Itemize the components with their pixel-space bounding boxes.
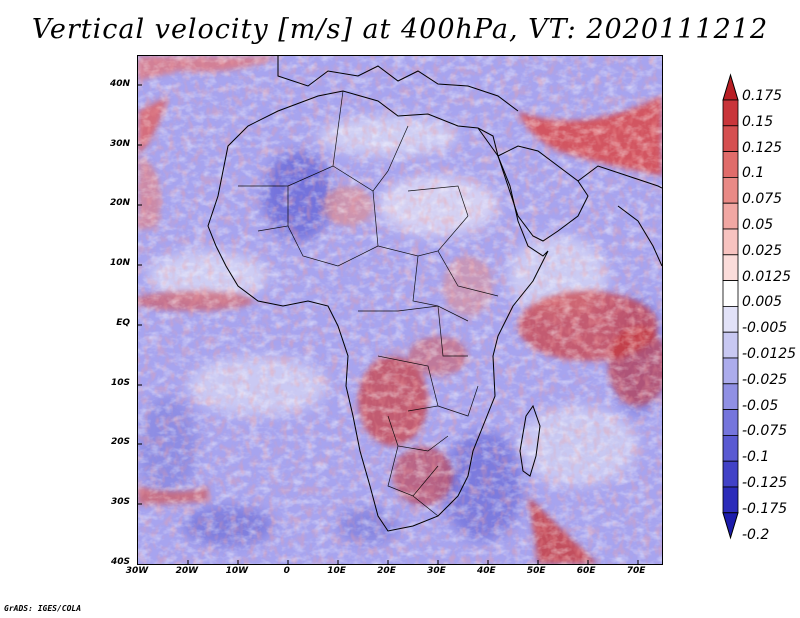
longitude-label: 30E <box>427 566 446 576</box>
colorbar-swatch <box>722 486 739 514</box>
axis-ticks <box>138 84 639 564</box>
country-borders <box>238 90 499 517</box>
longitude-label: 30W <box>125 566 149 576</box>
colorbar-swatch <box>722 383 739 410</box>
footer-credit: GrADS: IGES/COLA <box>4 604 82 613</box>
colorbar-level-label: 0.075 <box>742 191 783 208</box>
colorbar-swatch <box>722 151 739 178</box>
colorbar-level-label: 0.1 <box>742 165 765 182</box>
colorbar-swatch <box>722 280 739 307</box>
colorbar-min-arrow <box>722 512 739 540</box>
field-noise-texture-red <box>138 56 662 564</box>
colorbar-level-label: -0.2 <box>742 526 770 543</box>
colorbar-level-label: 0.15 <box>742 113 774 130</box>
longitude-label: 40E <box>476 566 496 576</box>
latitude-label: EQ <box>116 317 130 328</box>
longitude-label: 70E <box>626 566 646 576</box>
colorbar-max-arrow <box>722 73 739 101</box>
latitude-label: 20S <box>110 437 130 448</box>
longitude-label: 10E <box>327 566 346 576</box>
colorbar-swatch <box>722 409 739 436</box>
map-title: Vertical velocity [m/s] at 400hPa, VT: 2… <box>31 14 769 45</box>
colorbar-level-label: 0.0125 <box>742 268 791 285</box>
map-plot-area <box>137 55 663 565</box>
latitude-label: 30N <box>109 138 130 149</box>
colorbar-level-label: 0.175 <box>742 88 783 104</box>
latitude-label: 40S <box>110 557 130 567</box>
colorbar-swatch <box>722 434 739 462</box>
latitude-label: 30S <box>110 497 130 508</box>
colorbar-swatch <box>722 357 739 385</box>
colorbar-swatch <box>722 331 739 359</box>
colorbar-swatch <box>722 305 739 333</box>
colorbar-swatch <box>722 125 739 153</box>
latitude-label: 40N <box>109 78 130 89</box>
velocity-field-map <box>138 56 662 564</box>
colorbar-level-label: -0.0125 <box>742 346 797 362</box>
longitude-label: 60E <box>576 566 596 576</box>
longitude-label: 20W <box>175 566 199 576</box>
longitude-label: 20E <box>377 566 396 576</box>
longitude-label: 0 <box>283 566 290 576</box>
colorbar-level-label: -0.025 <box>742 371 788 388</box>
colorbar-swatch <box>722 176 739 204</box>
colorbar-level-label: 0.05 <box>742 217 774 233</box>
latitude-label: 10S <box>110 377 130 388</box>
latitude-label: 20N <box>109 198 130 209</box>
latitude-label: 10N <box>109 258 130 269</box>
colorbar-swatch <box>722 99 739 127</box>
colorbar-level-label: -0.005 <box>742 320 788 337</box>
colorbar-level-label: 0.025 <box>742 242 783 259</box>
colorbar-swatch <box>722 202 739 230</box>
longitude-label: 50E <box>526 566 546 576</box>
colorbar-level-label: -0.175 <box>742 500 788 517</box>
colorbar-level-label: -0.1 <box>742 449 770 466</box>
coastlines <box>207 56 662 532</box>
colorbar-level-label: 0.005 <box>742 294 783 311</box>
colorbar-swatch <box>722 254 739 282</box>
colorbar-swatch <box>722 228 739 256</box>
colorbar-level-label: -0.125 <box>742 475 788 491</box>
longitude-label: 10W <box>225 566 249 576</box>
colorbar-level-label: -0.075 <box>742 423 788 440</box>
colorbar-level-label: -0.05 <box>742 397 779 414</box>
colorbar-level-label: 0.125 <box>742 139 783 156</box>
colorbar-swatch <box>722 460 739 488</box>
